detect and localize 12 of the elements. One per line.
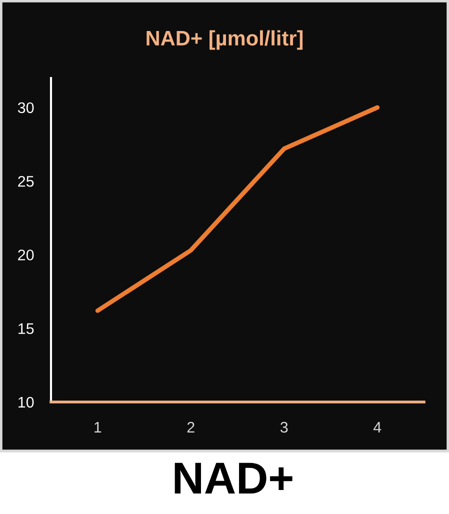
y-tick-label: 30 <box>18 102 34 114</box>
x-tick-label: 2 <box>187 422 194 433</box>
x-tick-label: 1 <box>94 422 102 433</box>
y-tick-label: 25 <box>18 176 34 187</box>
x-tick-label: 3 <box>280 422 288 433</box>
x-tick-label: 4 <box>373 422 382 433</box>
y-tick-label: 20 <box>18 250 34 260</box>
chart-title: NAD+ [µmol/litr] <box>146 30 303 50</box>
y-tick-label: 15 <box>18 323 34 334</box>
y-tick-label: 10 <box>18 396 34 408</box>
line-series <box>95 105 380 313</box>
text: NAD+ <box>174 462 292 494</box>
